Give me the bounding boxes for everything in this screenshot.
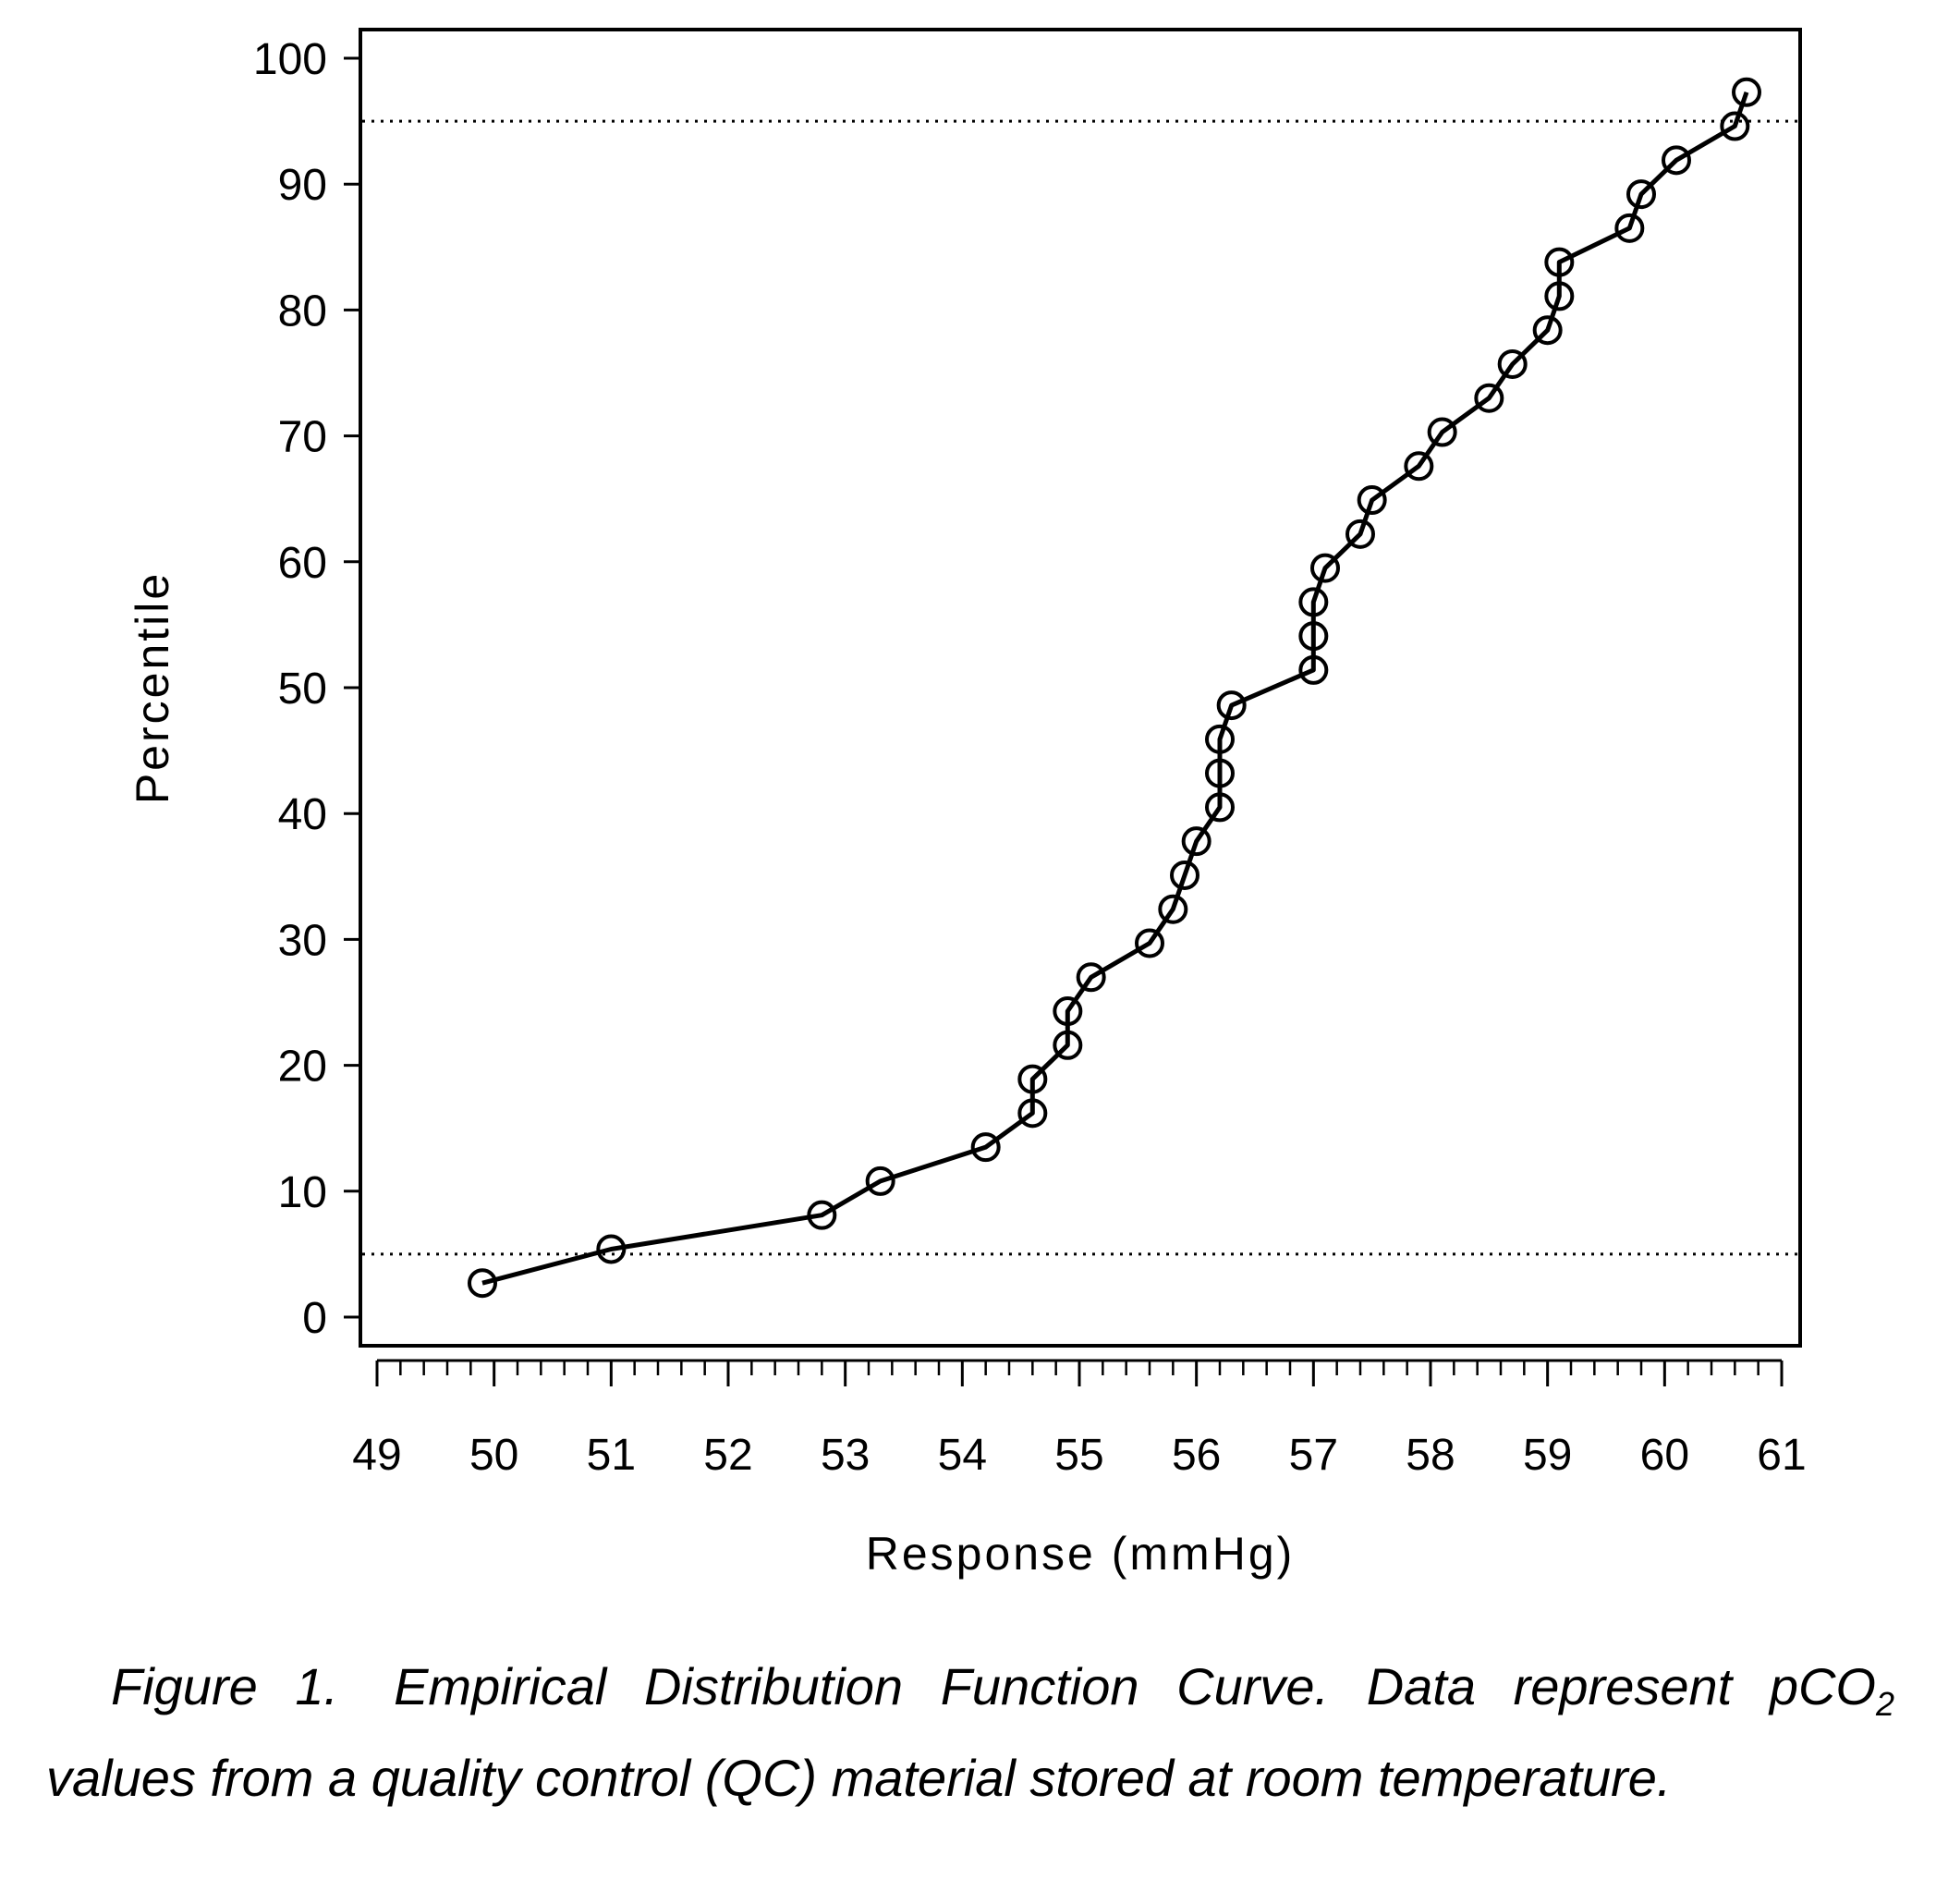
y-axis: 0 10 20 30 40 50 60 70 80 90 100 [253,35,360,1343]
x-tick-label: 59 [1523,1431,1572,1480]
x-tick-label: 57 [1289,1431,1338,1480]
y-tick-label: 40 [278,790,327,839]
figure-caption-text-1: Empirical Distribution Function Curve. D… [394,1657,1876,1715]
y-tick-label: 30 [278,916,327,965]
data-point [468,1268,497,1299]
data-point [1720,111,1750,141]
data-point [865,1166,895,1196]
y-tick-label: 60 [278,539,327,588]
chart: 0 10 20 30 40 50 60 70 80 90 100 49 50 51 52 53 54 55 56 5… [127,28,1807,1580]
x-tick-label: 52 [703,1431,752,1480]
data-point [1181,826,1212,857]
data-point [1544,281,1575,311]
data-point [1404,451,1434,482]
y-axis-title: Percentile [127,571,178,804]
y-tick-label: 100 [253,35,327,84]
data-point [1662,145,1691,176]
x-tick-label: 49 [352,1431,401,1480]
x-tick-label: 56 [1172,1431,1221,1480]
figure-caption-subscript: 2 [1875,1685,1894,1724]
y-tick-label: 0 [302,1294,327,1343]
data-point [1732,77,1761,107]
x-tick-label: 61 [1757,1431,1806,1480]
data-point [1310,553,1340,583]
data-point [596,1234,627,1264]
y-tick-label: 70 [278,413,327,462]
data-point [1170,860,1199,890]
data-point [1298,654,1329,685]
figure-caption: Figure 1. Empirical Distribution Function… [46,1650,1894,1815]
x-tick-label: 55 [1054,1431,1103,1480]
data-point [1135,928,1164,958]
data-point [1474,383,1504,413]
y-tick-label: 20 [278,1043,327,1092]
data-point [1053,996,1083,1027]
figure-caption-label: Figure 1. [111,1657,339,1715]
data-point [1205,724,1235,754]
data-point [1205,792,1235,823]
series-line [481,91,1749,1286]
data-point [1532,315,1563,346]
y-tick-label: 90 [278,161,327,210]
x-tick-label: 54 [938,1431,987,1480]
data-point [1216,690,1247,721]
data-point [1345,519,1375,549]
x-tick-label: 58 [1406,1431,1455,1480]
figure-caption-text-2: values from a quality control (QC) mater… [46,1749,1672,1808]
data-point [1158,894,1188,924]
series [468,77,1761,1299]
reference-lines [362,119,1798,1256]
data-point [1544,247,1575,277]
x-tick-label: 60 [1640,1431,1689,1480]
data-point [1076,962,1106,993]
data-point [1017,1064,1048,1094]
plot-frame [359,28,1802,1348]
x-axis: 49 50 51 52 53 54 55 56 57 58 59 60 61 [352,1359,1807,1480]
data-point [970,1132,1001,1163]
data-point [1626,179,1656,210]
x-tick-label: 50 [469,1431,518,1480]
data-point [1427,417,1457,447]
data-point [1017,1098,1048,1129]
data-point [1614,213,1645,243]
y-tick-label: 80 [278,287,327,336]
data-point [1298,621,1329,652]
data-point [1357,485,1387,516]
y-tick-label: 50 [278,665,327,714]
data-point [1298,587,1329,617]
data-point [1205,758,1235,788]
x-tick-label: 53 [821,1431,870,1480]
data-point [1497,348,1528,379]
x-tick-label: 51 [587,1431,636,1480]
data-point [807,1200,837,1230]
y-tick-label: 10 [278,1168,327,1217]
data-point [1053,1030,1083,1060]
x-axis-title: Response (mmHg) [866,1528,1296,1580]
